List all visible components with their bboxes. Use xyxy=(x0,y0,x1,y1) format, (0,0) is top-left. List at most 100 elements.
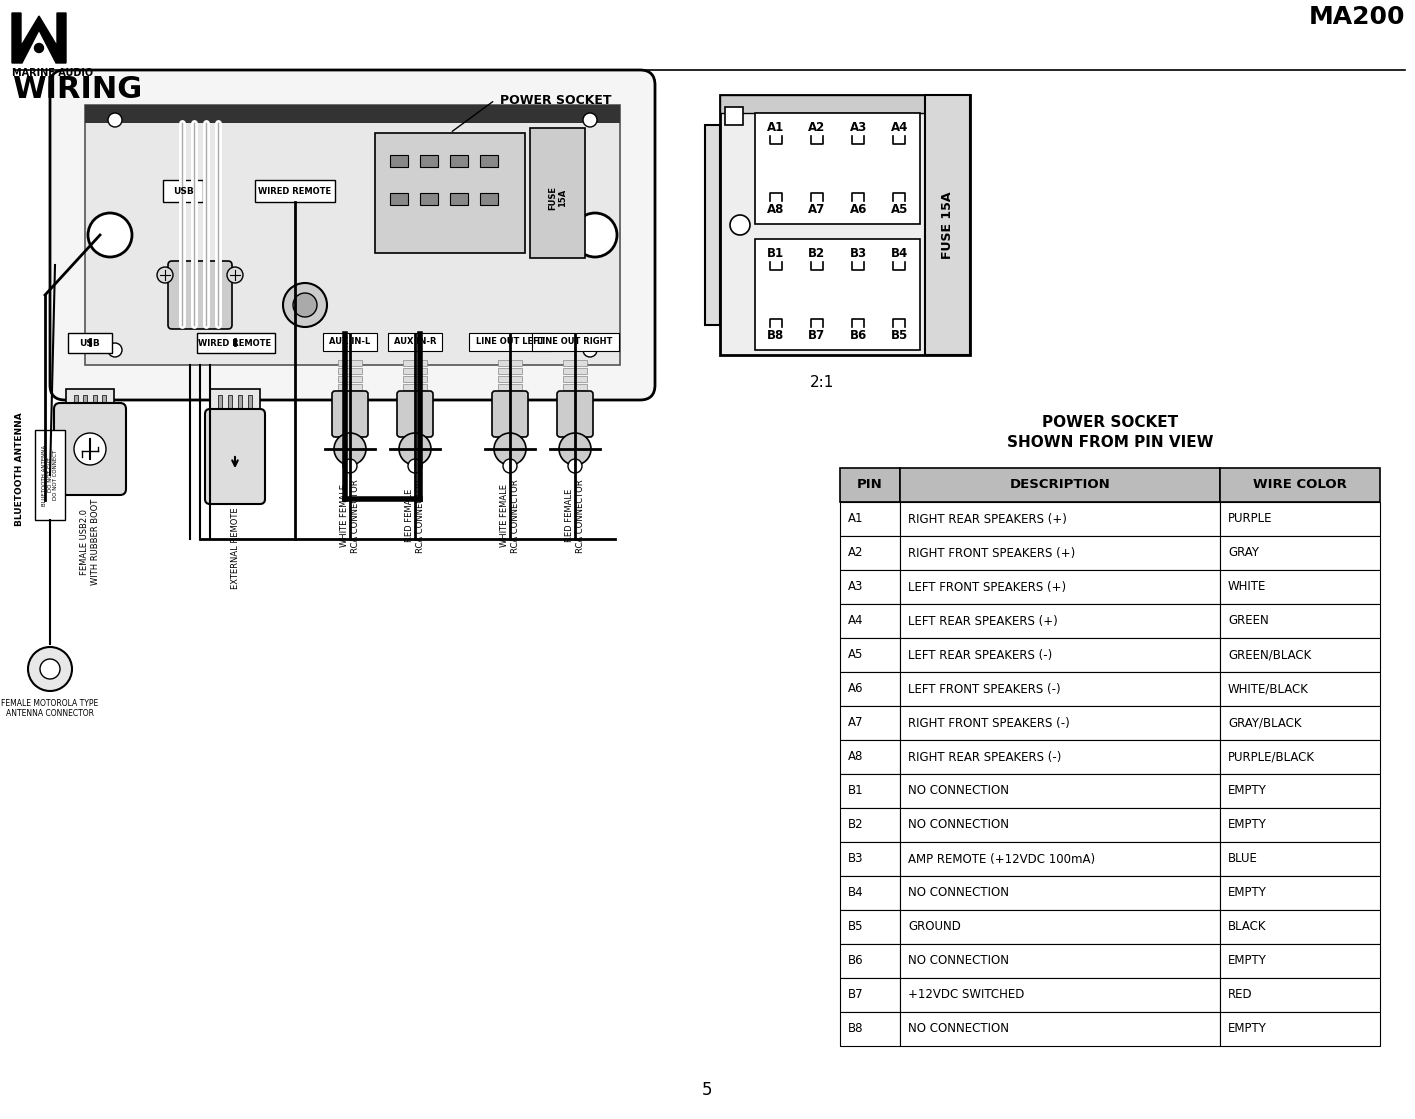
Circle shape xyxy=(559,433,591,466)
Text: A7: A7 xyxy=(808,203,825,216)
Bar xyxy=(563,399,587,406)
Bar xyxy=(720,95,971,355)
Text: RIGHT REAR SPEAKERS (+): RIGHT REAR SPEAKERS (+) xyxy=(908,513,1067,526)
Bar xyxy=(391,156,408,167)
Bar xyxy=(841,740,900,774)
Bar xyxy=(338,376,362,382)
Text: BLUETOOTH ANTENNA: BLUETOOTH ANTENNA xyxy=(16,412,24,526)
Bar xyxy=(563,384,587,391)
Text: NO CONNECTION: NO CONNECTION xyxy=(908,955,1009,968)
Text: RED FEMALE
RCA CONNECTOR: RED FEMALE RCA CONNECTOR xyxy=(566,479,584,553)
Bar xyxy=(1220,706,1380,740)
Text: BLACK: BLACK xyxy=(1228,921,1266,933)
Bar xyxy=(900,673,1220,706)
Bar xyxy=(403,384,427,391)
Circle shape xyxy=(108,113,122,126)
Bar xyxy=(756,113,920,224)
Bar xyxy=(498,368,522,374)
Bar xyxy=(841,808,900,841)
Bar xyxy=(841,673,900,706)
Bar xyxy=(470,333,550,351)
Bar xyxy=(498,384,522,391)
Text: A5: A5 xyxy=(848,649,863,661)
Text: B5: B5 xyxy=(891,329,908,342)
Bar xyxy=(841,910,900,944)
Circle shape xyxy=(342,459,357,473)
Text: B4: B4 xyxy=(848,886,863,900)
Text: A3: A3 xyxy=(848,581,863,593)
Bar xyxy=(338,392,362,398)
Text: A5: A5 xyxy=(890,203,908,216)
Text: LINE OUT RIGHT: LINE OUT RIGHT xyxy=(538,338,613,347)
Text: +12VDC SWITCHED: +12VDC SWITCHED xyxy=(908,988,1024,1002)
FancyBboxPatch shape xyxy=(398,391,433,438)
Bar xyxy=(563,392,587,398)
Text: EMPTY: EMPTY xyxy=(1228,784,1266,798)
Bar xyxy=(1220,774,1380,808)
Text: NO CONNECTION: NO CONNECTION xyxy=(908,784,1009,798)
Bar xyxy=(532,333,618,351)
Text: A1: A1 xyxy=(848,513,863,526)
Circle shape xyxy=(226,267,243,283)
Bar xyxy=(403,399,427,406)
Bar xyxy=(228,395,232,415)
Bar xyxy=(403,368,427,374)
Bar xyxy=(900,944,1220,978)
Bar xyxy=(563,360,587,366)
Text: NO CONNECTION: NO CONNECTION xyxy=(908,1023,1009,1035)
Bar xyxy=(563,368,587,374)
Bar xyxy=(74,395,78,415)
Text: B8: B8 xyxy=(848,1023,863,1035)
Bar xyxy=(498,360,522,366)
Bar xyxy=(480,156,498,167)
Text: A4: A4 xyxy=(848,614,863,628)
Bar xyxy=(338,360,362,366)
FancyBboxPatch shape xyxy=(168,261,232,329)
Circle shape xyxy=(730,215,750,235)
Bar xyxy=(900,706,1220,740)
Bar xyxy=(1220,740,1380,774)
Text: AUX IN-R: AUX IN-R xyxy=(393,338,436,347)
FancyBboxPatch shape xyxy=(54,403,126,495)
Bar xyxy=(388,333,441,351)
Bar xyxy=(900,536,1220,570)
Bar xyxy=(1220,1012,1380,1046)
Bar xyxy=(900,910,1220,944)
Bar xyxy=(209,389,260,419)
Text: B3: B3 xyxy=(848,853,863,865)
Bar xyxy=(498,392,522,398)
Bar xyxy=(900,740,1220,774)
Text: BLUE: BLUE xyxy=(1228,853,1258,865)
Text: WHITE FEMALE
RCA CONNECTOR: WHITE FEMALE RCA CONNECTOR xyxy=(501,479,519,553)
Bar xyxy=(85,105,620,365)
Circle shape xyxy=(573,213,617,257)
Text: GRAY/BLACK: GRAY/BLACK xyxy=(1228,716,1302,730)
Text: SHOWN FROM PIN VIEW: SHOWN FROM PIN VIEW xyxy=(1006,435,1213,450)
Text: WHITE: WHITE xyxy=(1228,581,1266,593)
Text: GREEN/BLACK: GREEN/BLACK xyxy=(1228,649,1312,661)
Text: EXTERNAL REMOTE: EXTERNAL REMOTE xyxy=(231,507,239,589)
Bar xyxy=(83,395,86,415)
Bar xyxy=(1220,502,1380,536)
Bar xyxy=(900,876,1220,910)
Circle shape xyxy=(88,213,132,257)
Text: POWER SOCKET: POWER SOCKET xyxy=(1041,415,1179,430)
Bar xyxy=(900,638,1220,673)
Text: WIRED REMOTE: WIRED REMOTE xyxy=(198,339,272,348)
Bar xyxy=(925,95,971,355)
Circle shape xyxy=(157,267,173,283)
Bar xyxy=(900,841,1220,876)
Bar xyxy=(563,376,587,382)
Bar xyxy=(900,604,1220,638)
Bar xyxy=(403,360,427,366)
FancyBboxPatch shape xyxy=(492,391,528,438)
Circle shape xyxy=(399,433,432,466)
Bar xyxy=(68,333,112,352)
Bar xyxy=(1220,808,1380,841)
Bar xyxy=(841,570,900,604)
Text: RED FEMALE
RCA CONNECTOR: RED FEMALE RCA CONNECTOR xyxy=(405,479,424,553)
Bar xyxy=(93,395,98,415)
Circle shape xyxy=(40,659,59,679)
Text: B1: B1 xyxy=(767,247,784,260)
Text: A2: A2 xyxy=(848,546,863,560)
